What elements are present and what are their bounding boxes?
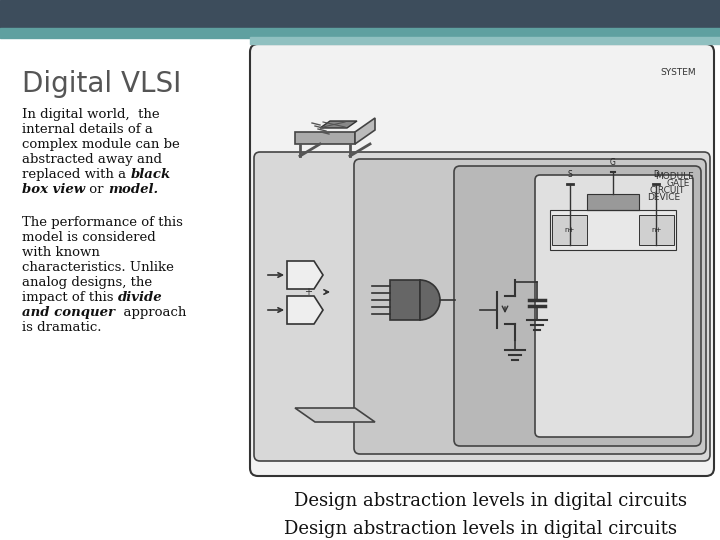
FancyBboxPatch shape xyxy=(250,44,714,476)
Text: DEVICE: DEVICE xyxy=(647,193,680,202)
Text: with known: with known xyxy=(22,246,100,259)
Text: analog designs, the: analog designs, the xyxy=(22,276,152,289)
Text: +: + xyxy=(304,287,312,297)
Text: or: or xyxy=(85,183,108,196)
Text: Design abstraction levels in digital circuits: Design abstraction levels in digital cir… xyxy=(294,492,686,510)
Wedge shape xyxy=(420,280,440,320)
Bar xyxy=(0,28,720,38)
FancyBboxPatch shape xyxy=(535,175,693,437)
Text: characteristics. Unlike: characteristics. Unlike xyxy=(22,261,174,274)
Text: G: G xyxy=(610,158,616,167)
Text: complex module can be: complex module can be xyxy=(22,138,180,151)
Text: model.: model. xyxy=(108,183,158,196)
Polygon shape xyxy=(355,118,375,144)
Text: impact of this: impact of this xyxy=(22,291,118,304)
Text: GATE: GATE xyxy=(667,179,690,188)
FancyBboxPatch shape xyxy=(354,159,706,454)
Text: Design abstraction levels in digital circuits: Design abstraction levels in digital cir… xyxy=(284,520,677,538)
Polygon shape xyxy=(295,132,355,144)
Text: n+: n+ xyxy=(564,227,575,233)
Text: approach: approach xyxy=(115,306,186,319)
Text: SYSTEM: SYSTEM xyxy=(660,68,696,77)
Bar xyxy=(250,37,720,44)
FancyBboxPatch shape xyxy=(254,152,710,461)
Text: and conquer: and conquer xyxy=(22,306,115,319)
Polygon shape xyxy=(287,296,323,324)
Text: model is considered: model is considered xyxy=(22,231,156,244)
Bar xyxy=(0,0,720,28)
Polygon shape xyxy=(295,408,375,422)
Text: MODULE: MODULE xyxy=(655,172,694,181)
Bar xyxy=(552,215,588,245)
Bar xyxy=(639,215,674,245)
Text: internal details of a: internal details of a xyxy=(22,123,153,136)
Text: The performance of this: The performance of this xyxy=(22,216,183,229)
Bar xyxy=(550,210,676,250)
Text: CIRCUIT: CIRCUIT xyxy=(649,186,685,195)
FancyBboxPatch shape xyxy=(454,166,701,446)
Text: black: black xyxy=(130,168,171,181)
Text: D: D xyxy=(654,170,660,179)
Polygon shape xyxy=(320,121,357,128)
Text: is dramatic.: is dramatic. xyxy=(22,321,102,334)
Text: Digital VLSI: Digital VLSI xyxy=(22,70,181,98)
Text: box view: box view xyxy=(22,183,85,196)
Bar xyxy=(588,194,639,210)
Text: abstracted away and: abstracted away and xyxy=(22,153,162,166)
Polygon shape xyxy=(287,261,323,289)
Bar xyxy=(390,280,420,320)
Text: n+: n+ xyxy=(651,227,662,233)
Text: replaced with a: replaced with a xyxy=(22,168,130,181)
Text: In digital world,  the: In digital world, the xyxy=(22,108,160,121)
Text: divide: divide xyxy=(118,291,163,304)
Text: S: S xyxy=(567,170,572,179)
